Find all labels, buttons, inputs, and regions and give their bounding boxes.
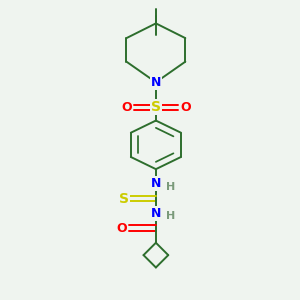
Text: H: H [166, 211, 175, 221]
Text: N: N [151, 177, 161, 190]
Text: N: N [151, 76, 161, 89]
Text: S: S [151, 100, 161, 114]
Text: S: S [118, 192, 128, 206]
Text: O: O [180, 101, 190, 114]
Text: O: O [121, 101, 132, 114]
Text: H: H [166, 182, 175, 192]
Text: N: N [151, 207, 161, 220]
Text: O: O [117, 221, 127, 235]
